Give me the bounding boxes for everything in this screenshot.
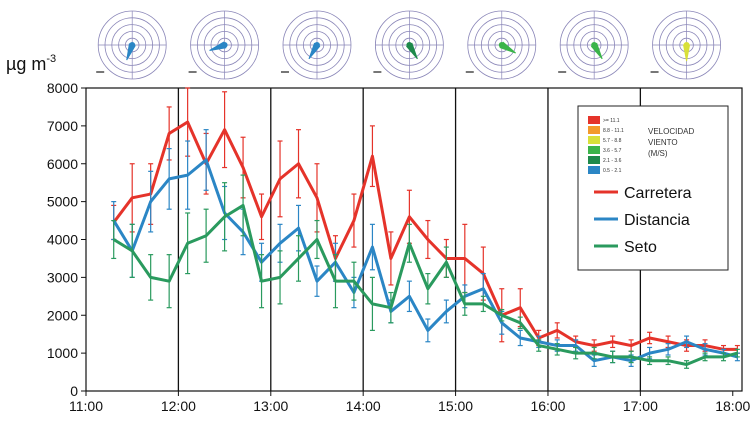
wind-rose-center — [406, 42, 413, 48]
y-tick-label: 0 — [70, 383, 78, 399]
y-tick-label: 2000 — [47, 307, 78, 323]
y-tick-label: 3000 — [47, 269, 78, 285]
wind-scale-swatch — [588, 156, 600, 164]
wind-rose-center — [591, 42, 598, 48]
y-tick-label: 7000 — [47, 118, 78, 134]
x-tick-label: 17:00 — [623, 398, 658, 414]
wind-legend-title: VELOCIDAD — [648, 127, 694, 136]
wind-rose-center — [498, 42, 505, 48]
wind-rose-scale-mark — [373, 71, 382, 73]
y-axis-unit: µg m-3 — [6, 53, 56, 74]
wind-rose — [280, 10, 352, 80]
series-line — [112, 120, 738, 351]
wind-scale-label: 8.8 - 11.1 — [603, 128, 624, 134]
x-tick-label: 13:00 — [253, 398, 288, 414]
y-tick-label: 5000 — [47, 194, 78, 210]
x-axis: 11:00 12:00 13:00 14:00 15:00 16:00 17:00 18:00 — [69, 391, 750, 414]
series-line — [112, 203, 738, 366]
legend: >= 11.1 8.8 - 11.1 5.7 - 8.8 3.6 - 5.7 2.1 -… — [577, 105, 729, 271]
wind-rose — [373, 10, 444, 80]
wind-rose — [188, 10, 259, 80]
x-tick-label: 11:00 — [69, 398, 103, 414]
y-tick-label: 8000 — [47, 80, 78, 96]
y-unit-exponent: -3 — [46, 53, 56, 65]
wind-rose-center — [683, 42, 690, 48]
y-tick-label: 1000 — [47, 345, 78, 361]
wind-rose-scale-mark — [96, 71, 105, 73]
wind-scale-label: 3.6 - 5.7 — [603, 148, 622, 154]
wind-scale-label: 0.5 - 2.1 — [603, 168, 622, 174]
wind-rose — [96, 10, 167, 80]
legend-label: Distancia — [624, 212, 690, 229]
wind-rose — [650, 10, 721, 80]
wind-rose-scale-mark — [650, 71, 659, 73]
x-tick-label: 14:00 — [346, 398, 381, 414]
wind-scale-swatch — [588, 126, 600, 134]
wind-rose — [558, 10, 629, 80]
wind-legend-title: (M/S) — [648, 149, 668, 158]
y-tick-label: 4000 — [47, 232, 78, 248]
wind-scale-swatch — [588, 166, 600, 174]
x-tick-label: 16:00 — [530, 398, 565, 414]
wind-scale-label: >= 11.1 — [603, 118, 620, 124]
wind-rose-scale-mark — [280, 71, 289, 73]
wind-rose-scale-mark — [558, 71, 567, 73]
y-unit-base: µg m — [6, 54, 46, 74]
x-tick-label: 12:00 — [161, 398, 196, 414]
wind-rose — [465, 10, 537, 80]
y-tick-label: 6000 — [47, 156, 78, 172]
wind-rose-center — [313, 42, 320, 48]
wind-scale-swatch — [588, 136, 600, 144]
x-tick-label: 18:00 — [715, 398, 750, 414]
legend-label: Carretera — [624, 185, 692, 202]
wind-rose-scale-mark — [188, 71, 197, 73]
wind-legend-title: VIENTO — [648, 138, 678, 147]
legend-box — [577, 105, 729, 271]
wind-roses — [96, 10, 721, 80]
wind-rose-center — [221, 42, 228, 48]
series-seto — [111, 174, 740, 369]
legend-label: Seto — [624, 239, 657, 256]
series-group — [111, 87, 740, 369]
wind-scale-swatch — [588, 116, 600, 124]
wind-rose-center — [129, 42, 136, 48]
wind-rose-scale-mark — [465, 71, 474, 73]
wind-scale-label: 2.1 - 3.6 — [603, 158, 622, 164]
wind-scale-label: 5.7 - 8.8 — [603, 138, 622, 144]
x-tick-label: 15:00 — [438, 398, 473, 414]
wind-scale-swatch — [588, 146, 600, 154]
y-axis: 0 1000 2000 3000 4000 5000 6000 7000 8000 — [47, 80, 86, 399]
